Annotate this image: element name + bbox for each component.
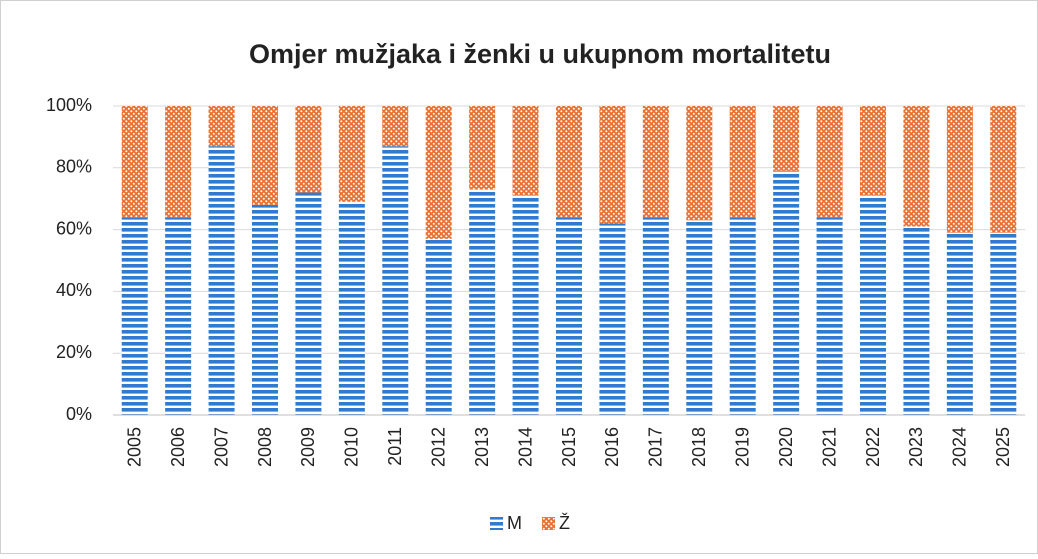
bar-segment — [338, 106, 365, 202]
bar-segment — [382, 146, 409, 416]
bar-segment — [729, 106, 756, 218]
bar-segment — [816, 217, 843, 415]
x-tick-label: 2014 — [515, 427, 535, 467]
bar-segment — [252, 106, 278, 205]
bar-segment — [642, 217, 669, 415]
x-tick-label: 2015 — [559, 427, 579, 467]
bar-segment — [425, 106, 452, 239]
x-tick-label: 2012 — [428, 427, 448, 467]
bar-segment — [990, 232, 1017, 415]
x-tick-label: 2024 — [950, 427, 970, 467]
legend-label: Ž — [559, 513, 570, 533]
bar-segment — [903, 106, 930, 227]
y-tick-label: 40% — [56, 280, 92, 300]
bar-segment — [121, 217, 148, 415]
bar-segment — [469, 106, 496, 190]
bar-segment — [946, 106, 973, 233]
x-tick-label: 2009 — [298, 427, 318, 467]
bar-segment — [556, 217, 582, 415]
x-tick-label: 2022 — [863, 427, 883, 467]
legend-swatch — [490, 517, 503, 530]
bar-segment — [860, 195, 886, 415]
bar-segment — [599, 106, 626, 224]
x-tick-label: 2013 — [472, 427, 492, 467]
x-tick-label: 2008 — [255, 427, 275, 467]
x-tick-label: 2006 — [168, 427, 188, 467]
bar-segment — [903, 226, 930, 415]
bar-segment — [425, 238, 452, 415]
y-tick-label: 60% — [56, 218, 92, 238]
bar-segment — [252, 204, 278, 415]
bar-segment — [556, 106, 582, 218]
bar-segment — [165, 106, 192, 218]
bar-segment — [599, 223, 626, 415]
bar-segment — [686, 106, 713, 221]
x-tick-label: 2025 — [993, 427, 1013, 467]
x-tick-label: 2020 — [776, 427, 796, 467]
x-tick-label: 2010 — [342, 427, 362, 467]
bar-segment — [469, 189, 496, 415]
bar-segment — [295, 106, 322, 193]
bar-segment — [686, 220, 713, 415]
bar-segment — [165, 217, 192, 415]
x-tick-label: 2011 — [385, 427, 405, 466]
bar-segment — [512, 106, 539, 196]
bar-segment — [642, 106, 669, 218]
bar-segment — [773, 170, 800, 415]
bar-segment — [729, 217, 756, 415]
y-tick-label: 100% — [46, 95, 92, 115]
bar-segment — [946, 232, 973, 415]
x-tick-label: 2023 — [906, 427, 926, 467]
bar-segment — [816, 106, 843, 218]
x-tick-label: 2021 — [819, 427, 839, 467]
y-tick-label: 0% — [66, 404, 92, 424]
x-tick-label: 2005 — [124, 427, 144, 467]
x-tick-label: 2018 — [689, 427, 709, 467]
bar-segment — [208, 106, 235, 147]
bar-segment — [338, 201, 365, 415]
bar-segment — [295, 192, 322, 415]
x-tick-label: 2019 — [732, 427, 752, 467]
x-tick-label: 2007 — [211, 427, 231, 467]
legend-swatch — [542, 517, 555, 530]
x-tick-label: 2016 — [602, 427, 622, 467]
chart-title: Omjer mužjaka i ženki u ukupnom mortalit… — [249, 39, 831, 69]
bar-segment — [990, 106, 1017, 233]
bar-segment — [773, 106, 800, 171]
bar-segment — [860, 106, 886, 196]
bar-segment — [208, 146, 235, 416]
bar-segment — [382, 106, 409, 147]
y-tick-label: 20% — [56, 342, 92, 362]
y-tick-label: 80% — [56, 157, 92, 177]
bar-segment — [121, 106, 148, 218]
x-tick-label: 2017 — [646, 427, 666, 467]
legend-label: M — [507, 513, 522, 533]
bar-segment — [512, 195, 539, 415]
